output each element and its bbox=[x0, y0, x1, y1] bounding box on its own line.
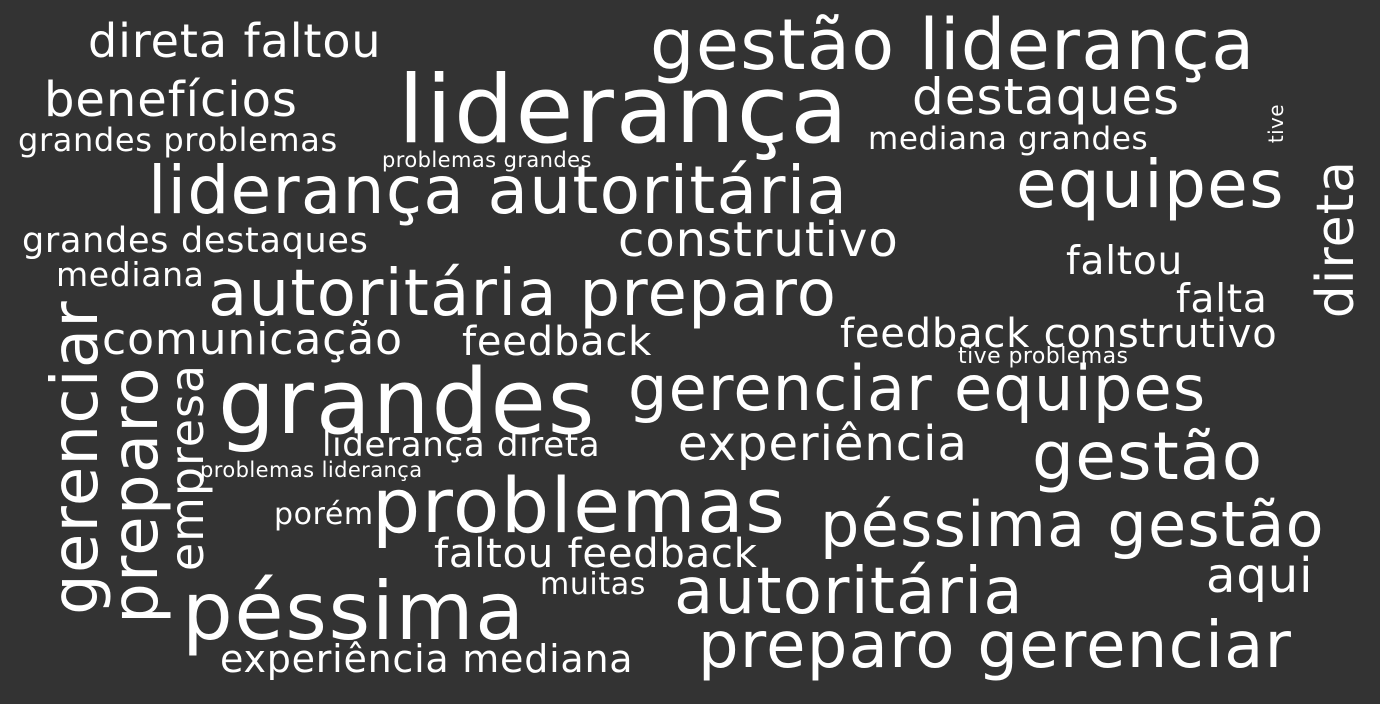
word: liderança direta bbox=[322, 425, 601, 465]
word: problemas grandes bbox=[382, 148, 592, 172]
word: direta faltou bbox=[88, 14, 382, 68]
word: falta bbox=[1176, 277, 1268, 322]
word: mediana grandes bbox=[868, 121, 1149, 157]
word: faltou bbox=[1066, 239, 1184, 284]
word: liderança bbox=[398, 56, 850, 165]
word: autoritária bbox=[674, 555, 1024, 629]
word: feedback bbox=[462, 319, 653, 365]
word: péssima bbox=[182, 565, 526, 658]
word: faltou feedback bbox=[434, 531, 758, 577]
word: preparo gerenciar bbox=[698, 609, 1293, 683]
word: experiência mediana bbox=[220, 637, 634, 681]
word: grandes destaques bbox=[22, 221, 369, 261]
word: tive bbox=[1264, 104, 1288, 144]
word: autoritária preparo bbox=[208, 257, 838, 331]
word: problemas bbox=[372, 461, 787, 550]
word: feedback construtivo bbox=[840, 311, 1278, 357]
word: preparo bbox=[99, 366, 173, 624]
word: tive problemas bbox=[958, 344, 1129, 369]
word: péssima gestão bbox=[820, 488, 1325, 561]
word: grandes bbox=[218, 350, 597, 455]
word: gestão liderança bbox=[650, 4, 1256, 86]
word: comunicação bbox=[102, 314, 403, 365]
word: gerenciar equipes bbox=[628, 352, 1207, 425]
word: mediana bbox=[56, 255, 205, 294]
word: muitas bbox=[540, 567, 646, 602]
word: direta bbox=[1306, 160, 1366, 319]
word: gestão bbox=[1032, 418, 1264, 495]
word: grandes problemas bbox=[18, 121, 338, 159]
word: porém bbox=[274, 497, 374, 532]
word: aqui bbox=[1206, 548, 1314, 604]
word: benefícios bbox=[44, 72, 298, 128]
word: experiência bbox=[678, 416, 968, 472]
word: liderança autoritária bbox=[148, 152, 849, 229]
word: construtivo bbox=[618, 212, 899, 268]
word: destaques bbox=[912, 68, 1181, 126]
word: problemas liderança bbox=[200, 458, 423, 482]
word: equipes bbox=[1016, 146, 1285, 223]
